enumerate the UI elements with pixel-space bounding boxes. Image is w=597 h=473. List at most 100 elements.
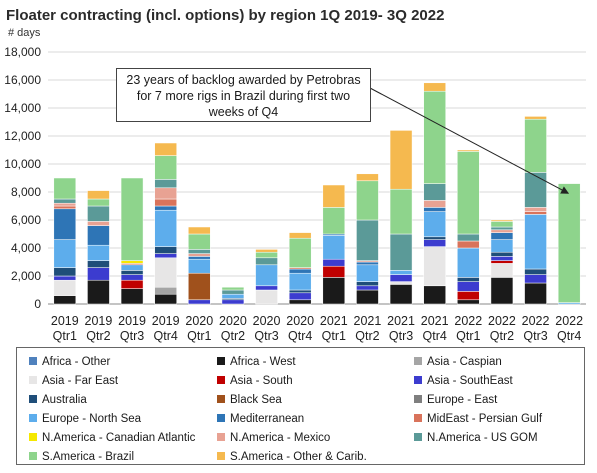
legend-label: N.America - US GOM xyxy=(427,432,538,444)
x-tick-year-label: 2021 xyxy=(421,314,449,328)
bar-segment xyxy=(255,251,278,259)
y-tick-label: 12,000 xyxy=(4,129,41,143)
legend-swatch xyxy=(414,357,422,365)
bar-segment xyxy=(457,277,480,282)
x-tick-quarter-label: Qtr2 xyxy=(490,329,514,343)
bar-segment xyxy=(288,272,312,291)
bar-segment xyxy=(255,285,278,291)
x-tick-year-label: 2019 xyxy=(85,314,113,328)
x-tick-quarter-label: Qtr2 xyxy=(221,329,245,343)
legend-swatch xyxy=(217,433,225,441)
y-tick-label: 0 xyxy=(34,297,41,311)
legend-swatch xyxy=(414,376,422,384)
bar-segment xyxy=(423,82,446,92)
legend-swatch xyxy=(414,433,422,441)
bar-segment xyxy=(53,275,77,281)
bar-segment xyxy=(524,172,547,208)
legend-item: Asia - Caspian xyxy=(414,355,502,369)
bar-segment xyxy=(356,289,379,305)
legend-item: Africa - West xyxy=(217,355,296,369)
bar-segment xyxy=(457,151,480,235)
bar-segment xyxy=(524,116,547,120)
bar-segment xyxy=(356,264,379,282)
legend-item: Black Sea xyxy=(217,393,282,407)
x-tick-year-label: 2022 xyxy=(522,314,550,328)
bar-segment xyxy=(154,142,177,156)
legend-label: Africa - Other xyxy=(42,356,111,368)
x-tick-year-label: 2021 xyxy=(387,314,415,328)
legend-label: Africa - West xyxy=(230,356,296,368)
bar-segment xyxy=(457,233,480,242)
legend-label: MidEast - Persian Gulf xyxy=(427,413,543,425)
legend: Africa - Other Africa - West Asia - Caspia… xyxy=(16,347,585,465)
bar-segment xyxy=(457,149,480,152)
bar-segment xyxy=(255,257,278,266)
bar-segment xyxy=(53,208,77,240)
legend-label: Europe - North Sea xyxy=(42,413,142,425)
legend-item: S.America - Other & Carib. xyxy=(217,450,367,464)
bar-segment xyxy=(423,211,446,238)
legend-swatch xyxy=(217,414,225,422)
bar-segment xyxy=(120,274,144,281)
legend-swatch xyxy=(414,395,422,403)
stacked-bar-chart: 0 2,000 4,000 6,000 8,000 10,000 12,000 14,000 1… xyxy=(4,45,586,343)
legend-swatch xyxy=(217,452,225,460)
legend-item: Europe - North Sea xyxy=(29,412,141,426)
bar-segment xyxy=(457,299,480,305)
legend-swatch xyxy=(29,452,37,460)
y-tick-label: 6,000 xyxy=(11,213,41,227)
bar-segment xyxy=(188,299,211,305)
bar-segment xyxy=(322,258,346,267)
bar-segment xyxy=(524,282,547,305)
bar-segment xyxy=(154,253,177,259)
bar-segment xyxy=(154,198,177,207)
y-tick-label: 2,000 xyxy=(11,269,41,283)
bar-segment xyxy=(423,183,446,201)
x-tick-quarter-label: Qtr4 xyxy=(154,329,178,343)
bar-segment xyxy=(87,260,110,268)
bar-segment xyxy=(389,281,413,285)
legend-label: Asia - Far East xyxy=(42,375,119,387)
x-tick-quarter-label: Qtr3 xyxy=(523,329,547,343)
legend-label: Mediterranean xyxy=(230,413,305,425)
legend-label: Asia - South xyxy=(230,375,293,387)
bar-segment xyxy=(188,226,211,235)
bar-segment xyxy=(423,246,446,287)
bar-segment xyxy=(154,286,177,295)
annotation-line-3: weeks of Q4 xyxy=(208,105,279,119)
bar-segment xyxy=(356,173,379,182)
bar-segment xyxy=(288,289,312,294)
annotation-box: 23 years of backlog awarded by Petrobras… xyxy=(116,68,371,122)
bar-segment xyxy=(154,293,177,305)
bar-segment xyxy=(356,219,379,261)
bars xyxy=(53,82,581,305)
x-tick-quarter-label: Qtr2 xyxy=(355,329,379,343)
bar-segment xyxy=(524,268,547,275)
legend-label: S.America - Other & Carib. xyxy=(230,451,367,463)
bar-segment xyxy=(120,288,144,305)
legend-label: Asia - Caspian xyxy=(427,356,502,368)
bar-segment xyxy=(557,183,581,303)
bar-segment xyxy=(288,237,312,268)
x-axis-ticks: 2019Qtr12019Qtr22019Qtr32019Qtr42020Qtr1… xyxy=(51,314,583,343)
x-tick-quarter-label: Qtr4 xyxy=(288,329,312,343)
x-tick-year-label: 2021 xyxy=(320,314,348,328)
x-tick-year-label: 2022 xyxy=(454,314,482,328)
bar-segment xyxy=(154,187,177,200)
bar-segment xyxy=(188,249,211,254)
x-tick-year-label: 2022 xyxy=(555,314,583,328)
bar-segment xyxy=(356,261,379,266)
legend-label: S.America - Brazil xyxy=(42,451,135,463)
bar-segment xyxy=(53,198,77,204)
bar-segment xyxy=(221,293,245,299)
x-tick-quarter-label: Qtr1 xyxy=(187,329,211,343)
bar-segment xyxy=(389,284,413,305)
bar-segment xyxy=(120,177,144,261)
bar-segment xyxy=(389,270,413,275)
legend-swatch xyxy=(217,395,225,403)
x-tick-quarter-label: Qtr4 xyxy=(423,329,447,343)
bar-segment xyxy=(87,198,110,207)
x-tick-year-label: 2020 xyxy=(185,314,213,328)
bar-segment xyxy=(389,130,413,190)
legend-swatch xyxy=(414,414,422,422)
